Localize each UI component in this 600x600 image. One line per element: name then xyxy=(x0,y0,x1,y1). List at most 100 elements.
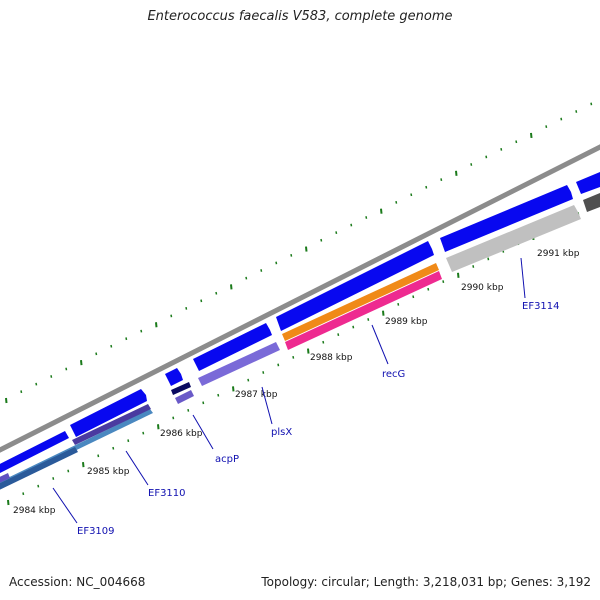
scale-tick xyxy=(245,276,248,280)
scale-tick xyxy=(292,355,295,359)
gene-arrow[interactable] xyxy=(576,172,600,194)
scale-tick xyxy=(7,499,10,506)
kbp-axis: 2984 kbp 2985 kbp 2986 kbp 2987 kbp 2988… xyxy=(13,249,580,516)
gene-arrow-recG[interactable] xyxy=(276,241,434,331)
scale-tick xyxy=(545,125,548,129)
scale-tick xyxy=(200,299,203,303)
scale-tick xyxy=(247,378,250,382)
scale-tick xyxy=(215,291,218,295)
gene-bar-EF3109-left xyxy=(0,473,10,483)
scale-tick xyxy=(320,238,323,242)
kbp-label: 2987 kbp xyxy=(235,390,278,400)
gene-bar-recG-orange[interactable] xyxy=(282,263,439,341)
scale-tick xyxy=(560,117,563,121)
gene-label-EF3110[interactable]: EF3110 xyxy=(148,488,186,499)
gene-bar-EF3110[interactable] xyxy=(72,404,151,445)
scale-tick xyxy=(142,431,145,435)
scale-tick xyxy=(217,393,220,397)
scale-tick xyxy=(230,284,233,290)
gene-label-plsX[interactable]: plsX xyxy=(271,427,292,438)
scale-tick xyxy=(155,322,158,328)
scale-tick xyxy=(50,375,53,378)
scale-tick xyxy=(382,310,385,316)
scale-tick xyxy=(67,469,70,473)
scale-tick xyxy=(442,280,445,284)
scale-tick xyxy=(425,185,428,189)
gene-arrow[interactable] xyxy=(440,185,573,252)
scale-tick xyxy=(260,269,263,272)
kbp-label: 2988 kbp xyxy=(310,353,353,363)
gene-arrow[interactable] xyxy=(70,389,147,437)
scale-tick xyxy=(262,371,265,374)
kbp-label: 2990 kbp xyxy=(461,283,504,293)
scale-tick xyxy=(65,367,68,371)
gene-labels: EF3109 EF3110 acpP plsX recG EF3114 xyxy=(77,301,560,537)
gene-arrow-acpP[interactable] xyxy=(165,368,183,386)
scale-tick xyxy=(112,446,115,450)
scale-tick xyxy=(187,408,190,412)
scale-tick xyxy=(367,318,370,321)
scale-tick xyxy=(202,401,205,405)
gene-label-recG[interactable]: recG xyxy=(382,369,405,380)
gene-label-leaders xyxy=(52,257,526,524)
scale-tick xyxy=(440,178,443,182)
gene-label-EF3109[interactable]: EF3109 xyxy=(77,526,115,537)
scale-tick xyxy=(457,272,460,278)
scale-tick xyxy=(590,102,593,106)
gene-bar-plsX[interactable] xyxy=(198,342,280,386)
scale-tick xyxy=(515,140,518,144)
scale-tick xyxy=(52,477,55,480)
tick-marks xyxy=(5,102,595,506)
kbp-label: 2985 kbp xyxy=(87,467,130,477)
gene-bar-EF3114[interactable] xyxy=(446,205,581,272)
scale-tick xyxy=(322,340,325,344)
kbp-label: 2991 kbp xyxy=(537,249,580,259)
scale-tick xyxy=(335,231,338,235)
gene-arrow[interactable] xyxy=(0,431,69,476)
scale-tick xyxy=(487,257,490,261)
scale-tick xyxy=(110,344,113,348)
scale-tick xyxy=(412,295,415,299)
scale-tick xyxy=(380,208,383,214)
scale-tick xyxy=(172,416,175,420)
map-title: Enterococcus faecalis V583, complete gen… xyxy=(147,9,453,24)
scale-tick xyxy=(410,193,413,197)
kbp-label: 2984 kbp xyxy=(13,506,56,516)
gene-arrow[interactable] xyxy=(193,323,272,371)
annotation-tracks xyxy=(0,193,600,490)
scale-tick xyxy=(232,386,235,392)
scale-tick xyxy=(352,325,355,329)
kbp-label: 2986 kbp xyxy=(160,429,203,439)
scale-tick xyxy=(365,216,368,219)
scale-tick xyxy=(125,337,128,341)
scale-tick xyxy=(337,333,340,337)
scale-tick xyxy=(22,492,25,496)
scale-tick xyxy=(455,170,458,176)
gene-bar-recG-pink[interactable] xyxy=(285,271,442,350)
scale-tick xyxy=(5,397,8,404)
gene-bar-dark xyxy=(583,193,600,212)
forward-strand-genes xyxy=(0,172,600,476)
gene-bar-acpP-light xyxy=(175,390,194,404)
scale-tick xyxy=(277,363,280,367)
scale-tick xyxy=(470,163,473,166)
topology-text: Topology: circular; Length: 3,218,031 bp… xyxy=(261,575,591,589)
scale-tick xyxy=(290,253,293,257)
scale-tick xyxy=(530,132,533,139)
kbp-label: 2989 kbp xyxy=(385,317,428,327)
scale-tick xyxy=(397,302,400,306)
scale-tick xyxy=(472,265,475,268)
gene-bar-acpP[interactable] xyxy=(171,382,191,395)
gene-label-acpP[interactable]: acpP xyxy=(215,454,239,465)
scale-tick xyxy=(80,360,83,366)
scale-tick xyxy=(140,329,143,333)
scale-tick xyxy=(395,200,398,204)
scale-tick xyxy=(35,382,38,386)
scale-tick xyxy=(350,223,353,227)
gene-label-EF3114[interactable]: EF3114 xyxy=(522,301,560,312)
scale-tick xyxy=(307,348,310,354)
scale-tick xyxy=(575,110,578,113)
accession-text: Accession: NC_004668 xyxy=(9,575,146,589)
